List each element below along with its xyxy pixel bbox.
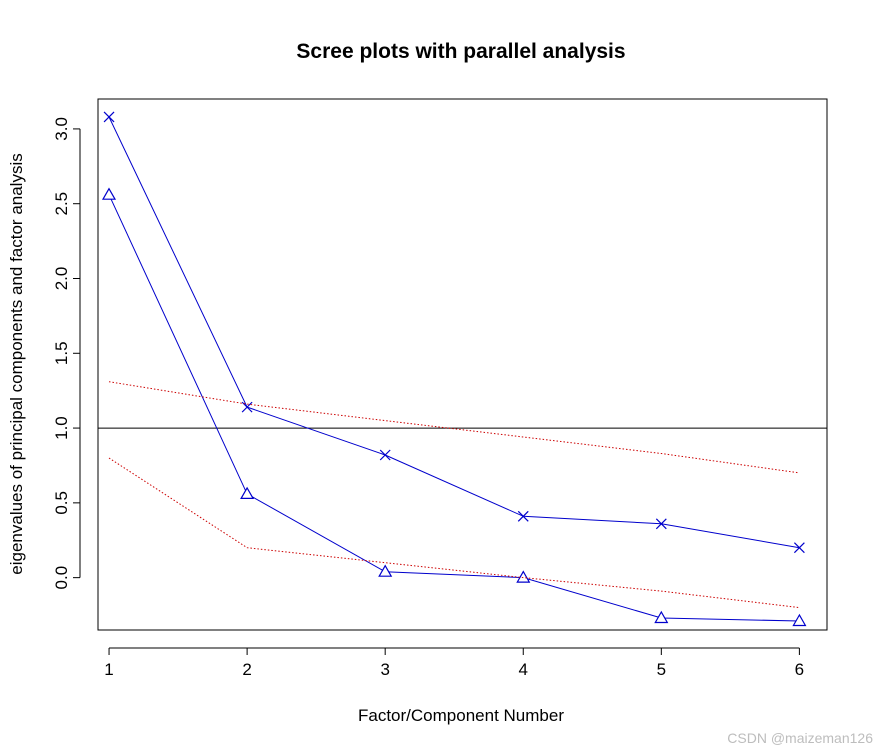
x-tick-label: 5	[657, 660, 666, 679]
series-line	[108, 381, 800, 474]
y-tick-label: 3.0	[52, 117, 71, 141]
x-marker-stroke	[241, 401, 253, 413]
x-marker	[793, 542, 805, 554]
x-tick-label: 1	[104, 660, 113, 679]
y-axis-title: eigenvalues of principal components and …	[7, 153, 26, 574]
series-line	[108, 457, 800, 609]
x-axis-title: Factor/Component Number	[358, 706, 564, 725]
y-tick-label: 0.0	[52, 566, 71, 590]
x-marker	[517, 510, 529, 522]
x-marker-stroke	[379, 449, 391, 461]
watermark-text: CSDN @maizeman126	[727, 730, 873, 746]
y-tick-label: 2.0	[52, 267, 71, 291]
triangle-marker	[101, 187, 117, 200]
y-tick-label: 1.0	[52, 416, 71, 440]
y-tick-label: 0.5	[52, 491, 71, 515]
x-marker-stroke	[103, 111, 115, 123]
series-line	[108, 194, 800, 622]
x-tick-label: 6	[795, 660, 804, 679]
y-tick-label: 1.5	[52, 341, 71, 365]
y-tick-label: 2.5	[52, 192, 71, 216]
x-marker	[655, 518, 667, 530]
triangle-marker	[378, 564, 393, 577]
x-tick-label: 2	[242, 660, 251, 679]
plot-frame	[97, 98, 828, 631]
chart-title: Scree plots with parallel analysis	[296, 40, 625, 63]
x-marker	[379, 449, 391, 461]
x-marker-stroke	[517, 510, 529, 522]
series-line	[108, 116, 800, 549]
x-marker	[241, 401, 253, 413]
x-marker-stroke	[655, 518, 667, 530]
triangle-marker	[654, 610, 669, 624]
triangle-marker	[792, 613, 807, 627]
plot-area: 1 2 3 4 5 6 0.0 0.5 1.0 1.5 2.0 2.5 3.0	[52, 98, 828, 679]
x-tick-label: 3	[380, 660, 389, 679]
triangle-marker	[240, 486, 255, 499]
x-marker-stroke	[793, 542, 805, 554]
x-tick-label: 4	[519, 660, 528, 679]
x-marker	[103, 111, 115, 123]
triangle-marker	[516, 570, 531, 583]
